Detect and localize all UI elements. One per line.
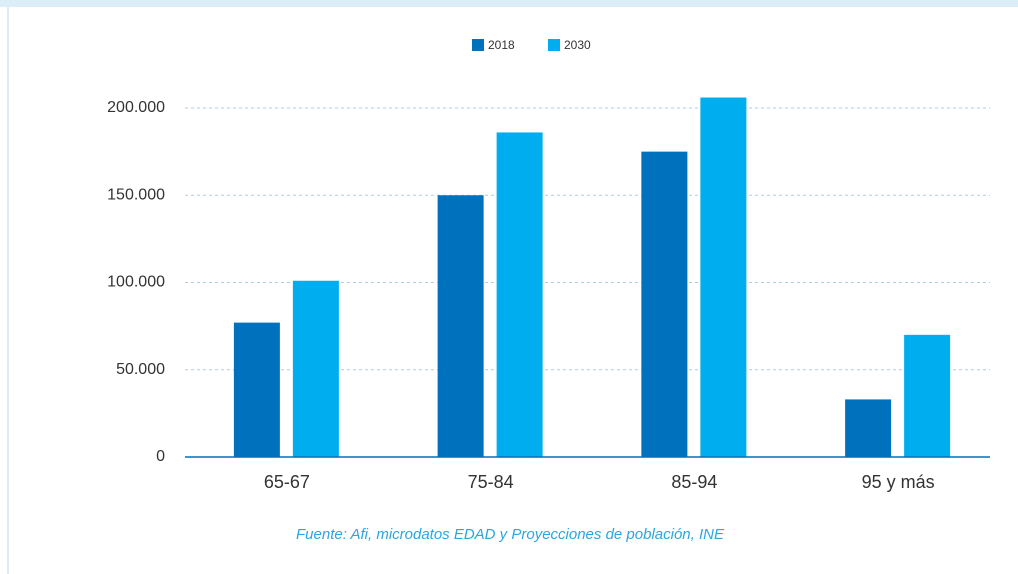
bar: [700, 97, 747, 457]
y-tick-label: 0: [156, 448, 165, 465]
bar: [496, 132, 543, 457]
bar: [233, 322, 280, 457]
bar: [904, 334, 951, 457]
bar: [292, 280, 339, 457]
x-tick-label: 65-67: [264, 472, 310, 492]
x-tick-label: 75-84: [468, 472, 514, 492]
source-note: Fuente: Afi, microdatos EDAD y Proyeccio…: [296, 526, 725, 543]
bar: [641, 151, 688, 457]
bar: [437, 195, 484, 457]
x-tick-label: 85-94: [671, 472, 717, 492]
y-tick-label: 200.000: [107, 99, 165, 116]
left-border: [7, 7, 9, 574]
y-tick-label: 50.000: [116, 361, 165, 378]
x-tick-label: 95 y más: [862, 472, 935, 492]
y-tick-label: 150.000: [107, 186, 165, 203]
legend-label: 2018: [488, 38, 515, 52]
top-border: [0, 0, 1018, 7]
legend-swatch: [548, 39, 560, 51]
bar: [845, 399, 892, 457]
legend-label: 2030: [564, 38, 591, 52]
legend-swatch: [472, 39, 484, 51]
y-tick-label: 100.000: [107, 274, 165, 291]
